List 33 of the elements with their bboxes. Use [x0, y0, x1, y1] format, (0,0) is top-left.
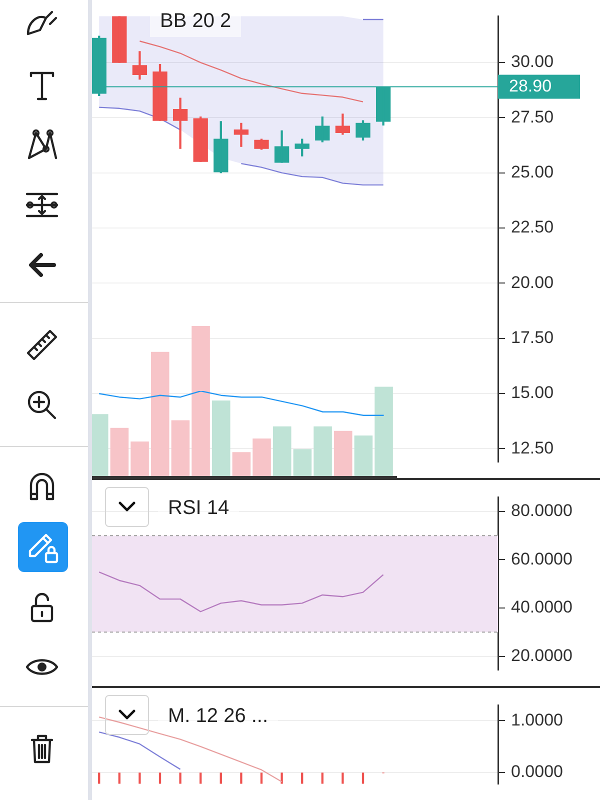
- y-tick-label: 0.0000: [511, 762, 563, 782]
- bar: [334, 430, 352, 478]
- y-tick-label: 60.0000: [511, 549, 572, 568]
- chart-title: M. 12 26 ...: [158, 701, 278, 732]
- chart-title: BB 20 2: [150, 6, 242, 37]
- bar: [272, 426, 292, 478]
- bar: [150, 352, 170, 478]
- y-tick-label: 25.00: [511, 162, 554, 182]
- y-tick-label: 80.0000: [511, 501, 572, 520]
- bar: [171, 420, 190, 478]
- y-tick-label: 27.50: [511, 107, 554, 126]
- ref-line-label: 28.90: [509, 76, 552, 96]
- bar: [293, 449, 312, 478]
- bar: [354, 435, 373, 478]
- bar: [232, 452, 251, 478]
- y-tick-label: 20.0000: [511, 646, 572, 665]
- bar: [212, 400, 230, 478]
- bar: [192, 326, 210, 478]
- candlestick: [112, 16, 127, 63]
- chart-title: RSI 14: [158, 493, 240, 524]
- y-tick-label: 40.0000: [511, 598, 572, 617]
- y-tick-label: 22.50: [511, 218, 554, 237]
- y-tick-label: 12.50: [511, 438, 554, 458]
- y-tick-label: 1.0000: [511, 710, 563, 730]
- y-tick-label: 20.00: [511, 272, 554, 292]
- bar: [374, 386, 393, 478]
- bar: [110, 428, 129, 478]
- y-tick-label: 30.00: [511, 52, 554, 72]
- bar: [130, 442, 149, 478]
- y-tick-label: 15.00: [511, 383, 554, 402]
- bar: [252, 438, 271, 478]
- bar: [314, 426, 332, 478]
- y-tick-label: 17.50: [511, 328, 554, 347]
